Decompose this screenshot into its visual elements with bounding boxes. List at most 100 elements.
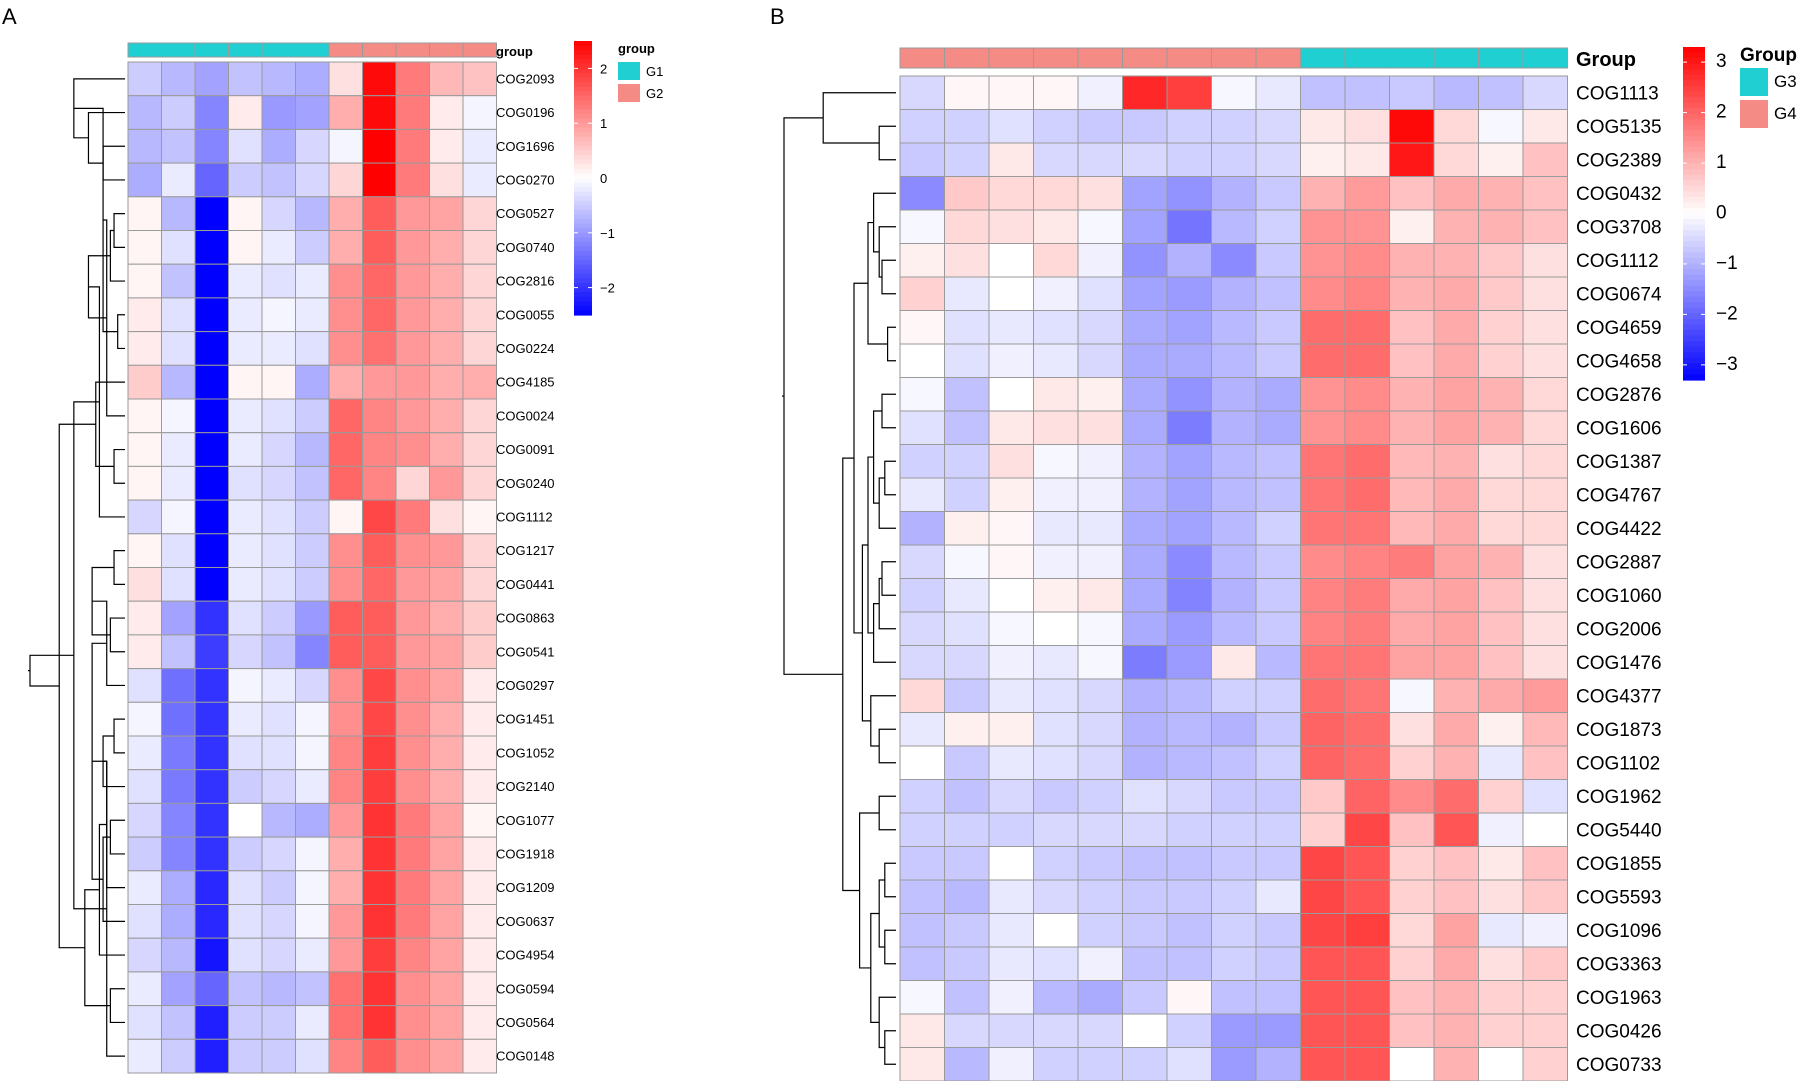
heatmap-cell	[1122, 142, 1168, 177]
heatmap-cell	[1166, 645, 1212, 680]
heatmap-cell	[1033, 377, 1079, 412]
heatmap-cell	[328, 769, 363, 804]
dendrogram-branch	[109, 988, 125, 1024]
row-label: COG2876	[1576, 385, 1662, 406]
heatmap-cell	[328, 499, 363, 535]
heatmap-cell	[395, 398, 430, 434]
heatmap-cell	[988, 544, 1034, 579]
heatmap-cell	[1389, 745, 1435, 780]
colorbar-segment	[1683, 246, 1705, 253]
colorbar-segment	[574, 200, 592, 206]
dendrogram-branch	[113, 550, 125, 585]
heatmap-cell	[899, 946, 945, 981]
heatmap-cell	[462, 263, 497, 299]
colorbar-segment	[574, 187, 592, 193]
heatmap-cell	[261, 297, 296, 333]
dendrogram-branch	[873, 410, 882, 504]
heatmap-cell	[194, 600, 229, 636]
heatmap-cell	[899, 444, 945, 479]
heatmap-cell	[1344, 377, 1390, 412]
heatmap-cell	[1077, 712, 1123, 747]
heatmap-cell	[1522, 913, 1568, 948]
heatmap-cell	[1077, 310, 1123, 345]
heatmap-cell	[1033, 913, 1079, 948]
heatmap-cell	[1522, 846, 1568, 881]
colorbar-segment	[1683, 163, 1705, 170]
heatmap-cell	[1077, 913, 1123, 948]
colorbar-segment	[574, 91, 592, 97]
colorbar-segment	[574, 237, 592, 243]
panel-b-group-legend: G3 G4	[1740, 68, 1797, 128]
heatmap-cell	[944, 913, 990, 948]
heatmap-cell	[1389, 511, 1435, 546]
legend-swatch-g2	[618, 84, 640, 102]
heatmap-cell	[1211, 209, 1257, 244]
heatmap-cell	[1344, 879, 1390, 914]
heatmap-cell	[988, 477, 1034, 512]
heatmap-cell	[944, 377, 990, 412]
dendrogram-branch	[73, 401, 107, 910]
dendrogram-branch	[867, 456, 874, 634]
heatmap-cell	[328, 533, 363, 568]
colorbar-segment	[1683, 124, 1705, 131]
colorbar-segment	[574, 45, 592, 51]
heatmap-cell	[429, 230, 464, 265]
heatmap-cell	[127, 870, 162, 905]
panel-a-annotation-title: group	[496, 44, 533, 59]
panel-a-group-annotation	[127, 42, 497, 58]
heatmap-cell	[194, 1005, 229, 1040]
row-label: COG0637	[496, 914, 555, 929]
heatmap-cell	[1166, 846, 1212, 881]
heatmap-cell	[362, 904, 397, 939]
colorbar-segment	[574, 95, 592, 101]
heatmap-cell	[1433, 913, 1479, 948]
heatmap-cell	[1211, 745, 1257, 780]
colorbar-segment	[1683, 330, 1705, 337]
heatmap-cell	[462, 600, 497, 636]
row-label: COG1052	[496, 745, 555, 760]
heatmap-cell	[228, 263, 263, 299]
dendrogram-branch	[878, 728, 896, 764]
colorbar-segment	[1683, 274, 1705, 281]
heatmap-cell	[462, 769, 497, 804]
heatmap-cell	[328, 162, 363, 198]
heatmap-cell	[1122, 176, 1168, 211]
heatmap-cell	[161, 1005, 196, 1040]
heatmap-cell	[161, 95, 196, 130]
row-label: COG0426	[1576, 1021, 1662, 1042]
heatmap-cell	[899, 410, 945, 445]
heatmap-cell	[362, 432, 397, 467]
heatmap-cell	[1166, 176, 1212, 211]
dendrogram-branch	[29, 654, 74, 687]
colorbar-segment	[574, 301, 592, 307]
heatmap-cell	[295, 836, 330, 872]
colorbar-segment	[1683, 102, 1705, 109]
heatmap-cell	[1300, 343, 1346, 378]
heatmap-cell	[899, 477, 945, 512]
heatmap-cell	[988, 243, 1034, 278]
colorbar-tick-label: 3	[1716, 51, 1727, 72]
heatmap-cell	[328, 432, 363, 467]
heatmap-cell	[228, 668, 263, 703]
row-label: COG2093	[496, 71, 555, 86]
row-label: COG0270	[496, 172, 555, 187]
heatmap-cell	[429, 128, 464, 164]
dendrogram-branch	[881, 259, 896, 295]
heatmap-cell	[1211, 410, 1257, 445]
heatmap-cell	[127, 331, 162, 366]
heatmap-cell	[1433, 645, 1479, 680]
heatmap-cell	[1300, 75, 1346, 110]
heatmap-cell	[1255, 477, 1301, 512]
dendrogram-branch	[878, 125, 896, 161]
heatmap-cell	[261, 1005, 296, 1040]
heatmap-cell	[1255, 310, 1301, 345]
row-label: COG2887	[1576, 552, 1662, 573]
heatmap-cell	[1033, 276, 1079, 311]
heatmap-cell	[899, 176, 945, 211]
heatmap-cell	[1300, 712, 1346, 747]
heatmap-cell	[1433, 678, 1479, 713]
heatmap-cell	[328, 802, 363, 838]
colorbar-segment	[1683, 291, 1705, 298]
heatmap-cell	[944, 611, 990, 646]
heatmap-cell	[1300, 544, 1346, 579]
